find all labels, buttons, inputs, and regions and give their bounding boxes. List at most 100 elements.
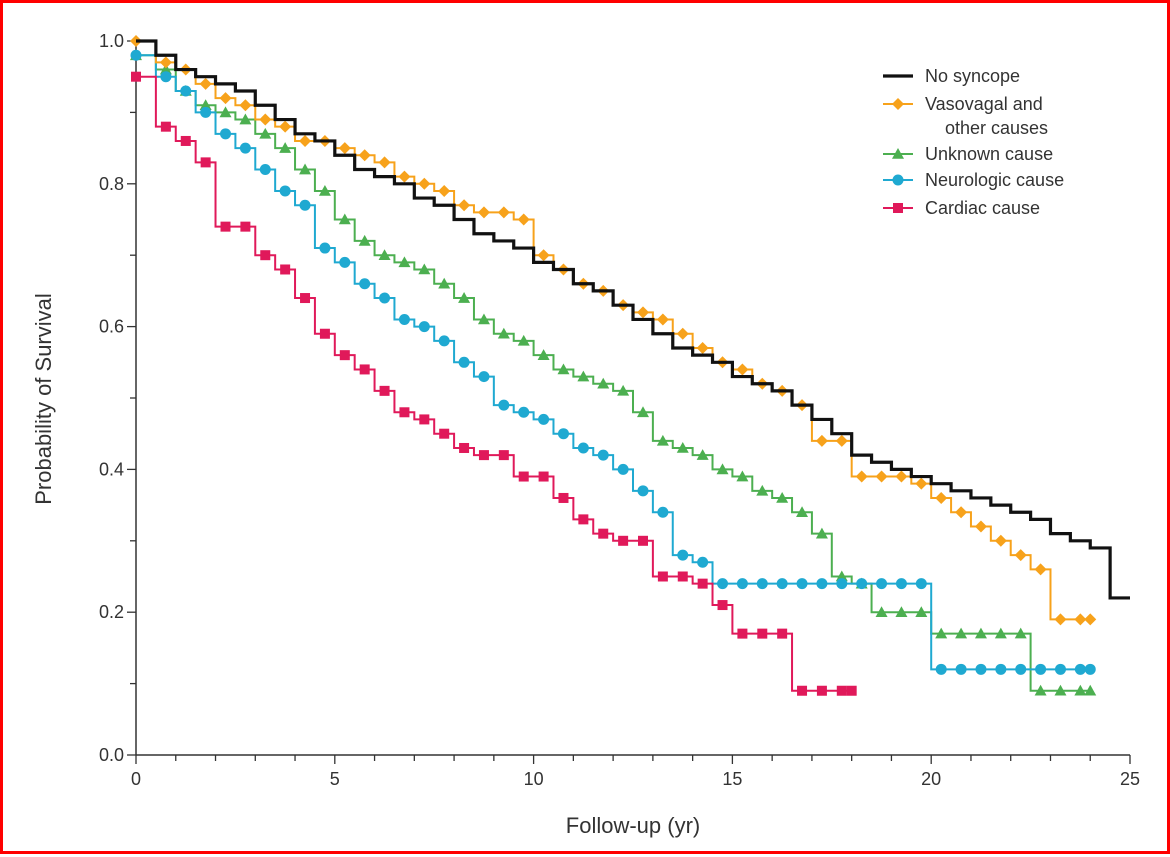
data-point [279,185,291,197]
series-neurologic-cause [130,49,1096,675]
series-line [136,54,1091,671]
x-tick-label: 5 [330,769,340,789]
y-tick-label: 0.4 [99,459,124,479]
data-point [478,450,489,461]
data-point [617,463,629,475]
data-point [558,492,569,503]
data-point [577,442,589,454]
data-point [537,249,550,262]
data-point [777,628,788,639]
data-point [358,149,371,162]
data-point [1015,663,1027,675]
data-point [736,363,749,376]
data-point [180,85,192,97]
data-point [1054,663,1066,675]
data-point [797,685,808,696]
data-point [895,470,908,483]
legend-marker [892,148,904,159]
data-point [418,321,430,333]
data-point [637,485,649,497]
y-tick-label: 0.8 [99,174,124,194]
data-point [995,663,1007,675]
data-point [538,413,550,425]
data-point [815,434,828,447]
x-tick-label: 10 [524,769,544,789]
legend-label: other causes [945,118,1048,138]
data-point [756,484,769,496]
data-point [1074,663,1086,675]
data-point [418,263,431,275]
data-point [517,213,530,226]
data-point [378,156,391,169]
data-point [876,578,888,590]
data-point [597,449,609,461]
data-point [756,578,768,590]
data-point [895,606,908,617]
survival-chart: 0 5 10 15 20 25 0.0 0.2 0.4 0.6 0.8 1.0 No syncope V… [31,31,1140,838]
data-point [239,142,251,154]
data-point [359,364,370,375]
data-point [399,407,410,418]
data-point [915,578,927,590]
data-point [736,470,749,482]
data-point [796,578,808,590]
data-point [379,385,390,396]
legend-item: Unknown cause [883,144,1053,164]
legend-item: Cardiac cause [883,198,1040,218]
data-point [199,77,212,90]
data-point [338,213,351,225]
data-point [974,627,987,639]
data-point [875,470,888,483]
data-point [259,164,271,176]
series-no-syncope [136,39,1130,600]
data-point [835,570,848,582]
data-point [477,206,490,219]
data-point [676,441,689,453]
y-axis-title: Probability of Survival [31,293,56,505]
data-point [518,471,529,482]
data-point [1084,684,1097,696]
data-point [637,406,649,418]
data-point [339,256,351,268]
data-point [200,106,212,118]
data-point [477,313,490,325]
data-point [994,627,1007,639]
data-point [159,56,172,69]
data-point [846,685,857,696]
data-point [498,450,509,461]
data-point [398,256,411,268]
data-point [577,370,590,382]
data-point [319,328,330,339]
data-point [638,535,648,546]
data-point [318,184,331,196]
data-point [458,199,471,212]
data-point [459,442,470,453]
data-point [1034,563,1047,576]
x-tick-label: 15 [722,769,742,789]
data-point [378,249,391,260]
data-point [955,627,968,639]
data-point [835,434,848,447]
data-point [776,491,789,503]
data-point [130,49,142,61]
data-point [836,685,847,696]
data-point [597,377,610,389]
data-point [697,556,709,568]
data-point [439,428,450,439]
data-point [358,234,371,246]
data-point [757,628,768,639]
data-point [677,549,689,561]
data-point [657,571,668,582]
data-point [259,113,272,126]
data-point [279,120,292,133]
data-point [1074,613,1087,626]
data-point [379,292,391,304]
data-point [1054,684,1067,696]
data-point [339,350,350,361]
data-point [557,363,570,375]
data-point [656,434,669,446]
y-tick-label: 0.6 [99,317,124,337]
data-point [955,506,968,519]
legend-item: Vasovagal and other causes [883,94,1048,138]
data-point [895,578,907,590]
